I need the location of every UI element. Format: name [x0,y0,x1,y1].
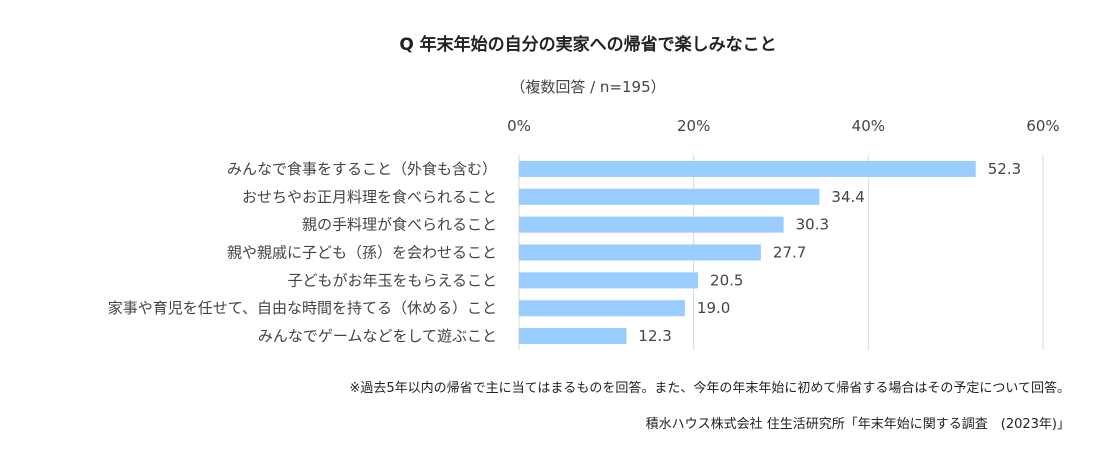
category-label: 親や親戚に子ども（孫）を会わせること [227,244,497,262]
category-label: みんなで食事をすること（外食も含む） [227,160,497,178]
bar [519,160,976,177]
category-label: おせちやお正月料理を食べられること [242,188,497,206]
chart-title: Q 年末年始の自分の実家への帰省で楽しみなこと [399,34,776,55]
data-label: 34.4 [831,188,864,206]
data-label: 12.3 [638,327,671,345]
chart-source: 積水ハウス株式会社 住生活研究所「年末年始に関する調査 (2023年)」 [646,416,1070,432]
x-tick-label: 60% [1026,117,1059,135]
chart-note: ※過去5年以内の帰省で主に当てはまるものを回答。また、今年の年末年始に初めて帰省… [349,380,1070,396]
category-label: 子どもがお年玉をもらえること [287,271,497,289]
bar [519,300,685,317]
bar [519,188,820,205]
x-tick-label: 40% [852,117,885,135]
bar [519,272,699,289]
data-label: 30.3 [796,216,829,234]
x-tick-label: 0% [507,117,531,135]
data-label: 52.3 [988,160,1021,178]
category-label: 親の手料理が食べられること [302,216,497,234]
category-label: みんなでゲームなどをして遊ぶこと [258,327,497,345]
data-label: 19.0 [697,299,730,317]
x-tick-label: 20% [677,117,710,135]
bar [519,244,761,261]
chart-subtitle: （複数回答 / n=195） [510,78,665,96]
data-label: 20.5 [710,271,743,289]
data-label: 27.7 [773,244,806,262]
category-label: 家事や育児を任せて、自由な時間を持てる（休める）こと [108,299,497,317]
bar [519,328,627,345]
bar [519,216,784,233]
